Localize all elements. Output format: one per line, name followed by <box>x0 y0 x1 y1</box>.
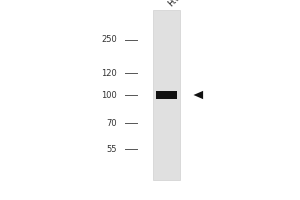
Text: 120: 120 <box>101 68 117 77</box>
Bar <box>153 10 180 180</box>
Bar <box>156 91 177 99</box>
Text: 70: 70 <box>106 118 117 128</box>
Text: H.brain: H.brain <box>167 0 194 8</box>
Text: 55: 55 <box>106 144 117 154</box>
Polygon shape <box>194 91 203 99</box>
Text: 100: 100 <box>101 90 117 99</box>
Text: 250: 250 <box>101 36 117 45</box>
